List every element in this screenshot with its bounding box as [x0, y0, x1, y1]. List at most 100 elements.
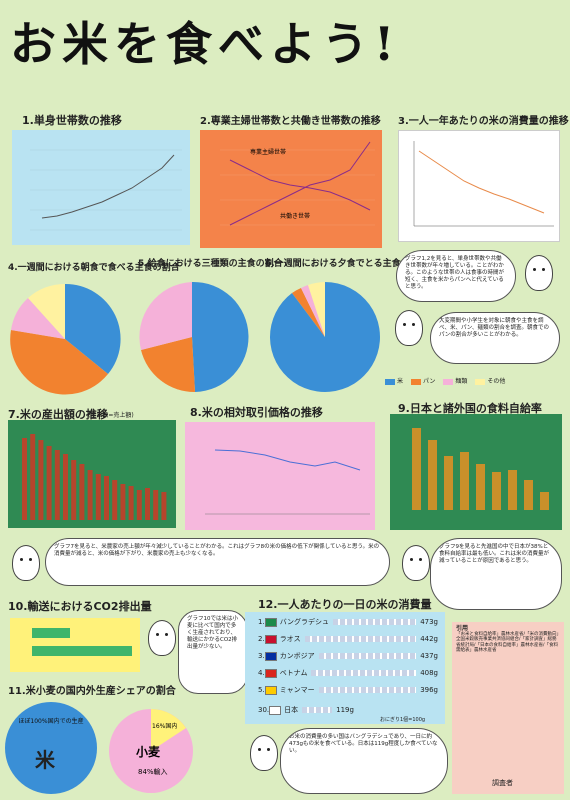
section-title-8: 8.米の相対取引価格の推移 [190, 406, 323, 419]
bar [38, 440, 44, 520]
slice-rice [192, 281, 249, 392]
ranking-row-30: 30. 日本 119g [258, 705, 354, 715]
chart-rice-price [185, 422, 375, 530]
bar [524, 480, 533, 510]
slice-rice [65, 283, 121, 374]
bar [161, 492, 167, 520]
bar [428, 440, 437, 510]
slice-noodles [11, 298, 65, 339]
slice-domestic [151, 709, 186, 751]
bar [128, 486, 134, 520]
series-line [214, 449, 361, 471]
section-title-10: 10.輸送におけるCO2排出量 [8, 600, 152, 613]
series-dual-income [229, 141, 371, 226]
section-title-12: 12.一人あたりの一日の米の消費量 [258, 598, 432, 611]
bar [30, 434, 36, 520]
slice-other [308, 282, 325, 337]
bar [95, 474, 101, 520]
chart-rice-output [8, 420, 176, 528]
bar-import [32, 646, 132, 656]
bar [104, 476, 109, 520]
ranking-row-1: 1. バングラデシュ 473g [258, 617, 438, 627]
chart-rice-output-svg [22, 434, 167, 520]
bar [444, 456, 453, 510]
ranking-row-3: 3. カンボジア 437g [258, 651, 438, 661]
chart-food-self-sufficiency-svg [412, 428, 549, 510]
pie-wheat-share: 16%国内 小麦 84%輸入 [109, 709, 193, 793]
slice-bread [292, 288, 325, 337]
legend-rice: 米 [385, 376, 403, 385]
bar-domestic [32, 628, 70, 638]
series-housewife [229, 159, 371, 211]
bar [120, 484, 126, 520]
pie-breakfast [10, 283, 121, 395]
unit-note: おにぎり1個=100g [380, 717, 426, 723]
comment-bubble-4: グラフ9を見ると先進国の中で日本が38%と食料自給率は最も低い。これは米の消費量… [430, 538, 562, 610]
pie-school-lunch [139, 281, 249, 393]
pie-legend: 米 パン 麺類 その他 [385, 376, 505, 385]
comment-bubble-1: グラフ1,2を見ると、単身世帯数や共働き世帯数が年々増している。ことがわかる。こ… [396, 250, 516, 302]
chart-single-households [12, 130, 190, 245]
pie-dinner [270, 282, 380, 392]
references-text: 「お米と食料自給率」農林水産省/「米の消費動向」全国米穀販売事業共済協同組合/「… [456, 631, 559, 654]
section-title-1: 1.単身世帯数の推移 [22, 114, 122, 127]
wheat-domestic-label: 16%国内 [152, 722, 177, 730]
poster-title: お米を食べよう! [10, 17, 401, 71]
label-housewife: 専業主婦世帯 [250, 148, 286, 156]
legend-noodles: 麺類 [443, 376, 467, 385]
bar [46, 446, 52, 520]
chart-single-households-svg [30, 149, 182, 231]
chart-household-types-svg: 専業主婦世帯 共働き世帯 [220, 141, 375, 226]
chart-co2-transport-svg [32, 628, 132, 656]
rice-mascot-6 [250, 735, 278, 771]
series-line [41, 154, 175, 219]
legend-other: その他 [475, 376, 505, 385]
slice-other [28, 283, 65, 339]
bar [136, 490, 142, 520]
bar [79, 464, 85, 520]
ranking-row-4: 4. ベトナム 408g [258, 668, 438, 678]
comment-bubble-2: 大変期間や小学生を対象に朝食や主食を調べ、米、パン、麺類の割合を調査。朝食でのパ… [430, 312, 560, 364]
rice-share-label: 米 [35, 748, 55, 772]
section-title-9: 9.日本と諸外国の食料自給率 [398, 402, 542, 415]
wheat-label: 小麦 [136, 744, 161, 759]
section-title-3: 3.一人一年あたりの米の消費量の推移 [398, 116, 569, 127]
section-title-4: 4.一週間における朝食で食べる主食の割合 [8, 263, 180, 273]
bar [22, 438, 27, 520]
rice-mascot-3 [12, 545, 40, 581]
bar [540, 492, 549, 510]
section-title-5: 5.給食における三種類の主食の割合 [138, 259, 283, 269]
bar [112, 480, 118, 520]
slice-bread [10, 330, 108, 395]
comment-bubble-5: グラフ10では米は小麦に比べて国内で多く生産されており、輸送にかかるCO2排出量… [178, 610, 248, 694]
series-line [418, 150, 545, 214]
references-title: 引用 [456, 625, 469, 632]
bar [492, 472, 501, 510]
bar [54, 450, 60, 520]
bar [145, 488, 150, 520]
chart-rice-consumption [398, 130, 560, 242]
bar [71, 460, 77, 520]
rice-mascot-1 [525, 255, 553, 291]
section-note-7: (産出額=売上額) [88, 412, 134, 419]
comment-bubble-3: グラフ7を見ると、米農家の売上額が年々減少していることがわかる。これはグラフ8の… [45, 538, 390, 586]
wheat-import-label: 84%輸入 [138, 767, 168, 776]
bar [87, 470, 93, 520]
legend-bread: パン [411, 376, 435, 385]
section-title-7: 7.米の産出額の推移 [8, 408, 108, 421]
bar [460, 452, 469, 510]
ranking-row-5: 5. ミャンマー 396g [258, 685, 438, 695]
section-title-11: 11.米小麦の国内外生産シェアの割合 [8, 686, 176, 697]
chart-rice-price-svg [205, 449, 370, 515]
rice-mascot-2 [395, 310, 423, 346]
rice-mascot-4 [402, 545, 430, 581]
bar [508, 470, 517, 510]
chart-food-self-sufficiency [390, 414, 562, 530]
bar [63, 454, 68, 520]
bar [476, 464, 485, 510]
chart-co2-transport [10, 618, 140, 672]
bar [412, 428, 421, 510]
slice-bread [141, 337, 195, 393]
signature: 調査者 [492, 778, 513, 787]
references-box: 引用 「お米と食料自給率」農林水産省/「米の消費動向」全国米穀販売事業共済協同組… [452, 622, 564, 794]
